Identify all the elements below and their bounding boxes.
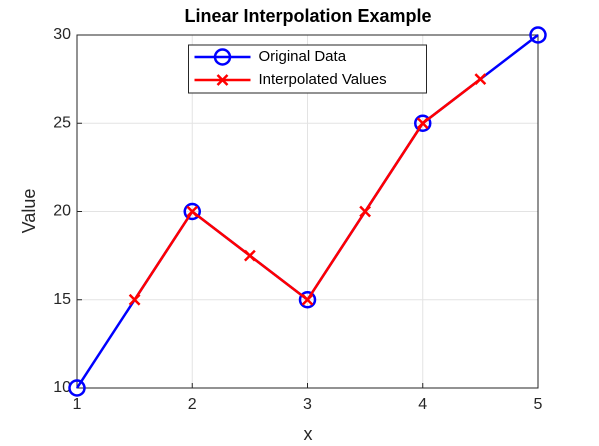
marker (359, 205, 372, 218)
marker (128, 293, 141, 306)
axes-box (76, 34, 539, 389)
marker (186, 205, 199, 218)
marker (414, 114, 432, 132)
chart-title: Linear Interpolation Example (184, 6, 431, 26)
y-axis-label: Value (19, 189, 39, 234)
x-tick-label: 3 (303, 396, 312, 413)
y-tick-label: 10 (53, 379, 71, 396)
x-tick-label: 4 (418, 396, 427, 413)
marker (183, 202, 201, 221)
marker (298, 291, 317, 309)
marker (68, 379, 86, 397)
x-tick-label: 2 (188, 396, 197, 413)
marker (243, 249, 256, 262)
marker (416, 117, 429, 130)
y-tick-label: 15 (53, 291, 71, 308)
y-tick-label: 25 (53, 114, 71, 131)
marker (301, 293, 314, 306)
marker (474, 73, 487, 86)
y-tick-label: 20 (53, 203, 71, 220)
legend-label: Original Data (259, 48, 347, 65)
legend-label: Interpolated Values (259, 71, 387, 88)
y-tick-label: 30 (53, 26, 71, 43)
x-tick-label: 1 (73, 396, 82, 413)
marker (529, 26, 547, 44)
marker (216, 74, 229, 86)
marker (213, 48, 232, 66)
x-tick-label: 5 (534, 396, 543, 413)
x-axis-label: x (304, 424, 313, 444)
